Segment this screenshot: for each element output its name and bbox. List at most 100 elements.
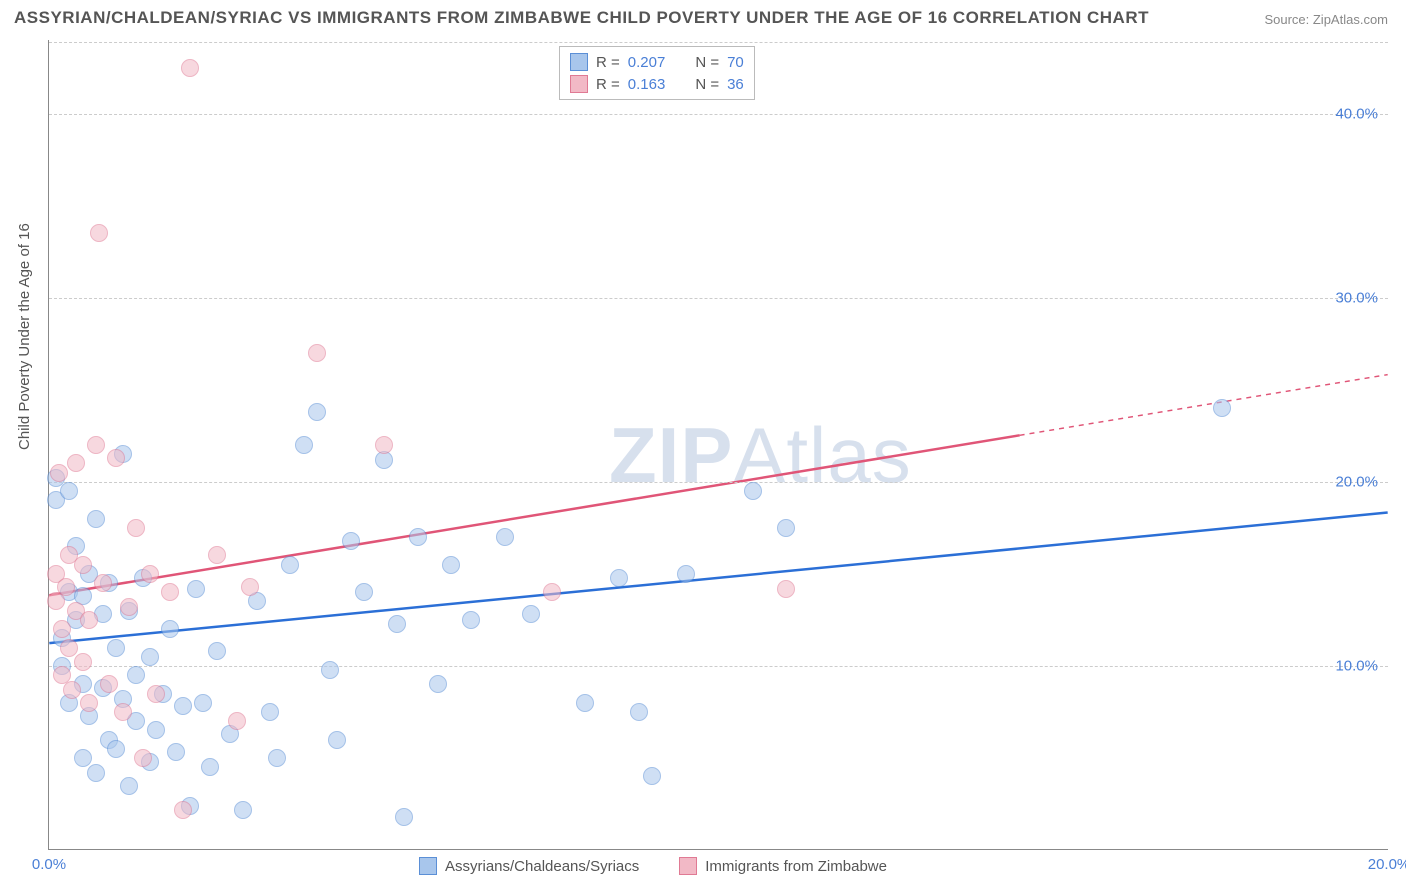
data-point: [208, 642, 226, 660]
gridline: [49, 114, 1388, 115]
data-point: [522, 605, 540, 623]
data-point: [744, 482, 762, 500]
data-point: [100, 675, 118, 693]
legend-r-label: R =: [596, 54, 620, 71]
data-point: [127, 666, 145, 684]
ytick-label: 10.0%: [1335, 657, 1378, 674]
legend-label: Immigrants from Zimbabwe: [705, 858, 887, 875]
data-point: [442, 556, 460, 574]
data-point: [462, 611, 480, 629]
legend-r-value: 0.163: [628, 76, 666, 93]
ytick-label: 30.0%: [1335, 289, 1378, 306]
data-point: [57, 578, 75, 596]
data-point: [94, 574, 112, 592]
data-point: [281, 556, 299, 574]
data-point: [67, 454, 85, 472]
data-point: [342, 532, 360, 550]
ytick-label: 20.0%: [1335, 473, 1378, 490]
data-point: [107, 639, 125, 657]
regression-line-extrapolated: [1020, 375, 1388, 436]
data-point: [141, 648, 159, 666]
legend-n-label: N =: [695, 54, 719, 71]
gridline: [49, 482, 1388, 483]
data-point: [201, 758, 219, 776]
xtick-label: 0.0%: [32, 856, 66, 873]
data-point: [543, 583, 561, 601]
legend-stat-row: R =0.163N =36: [570, 73, 744, 95]
data-point: [147, 721, 165, 739]
data-point: [409, 528, 427, 546]
data-point: [1213, 399, 1231, 417]
regression-lines: [49, 40, 1388, 849]
legend-item: Immigrants from Zimbabwe: [679, 857, 887, 875]
data-point: [308, 403, 326, 421]
data-point: [74, 653, 92, 671]
data-point: [60, 482, 78, 500]
data-point: [268, 749, 286, 767]
data-point: [576, 694, 594, 712]
data-point: [114, 703, 132, 721]
data-point: [234, 801, 252, 819]
legend-series: Assyrians/Chaldeans/Syriacs Immigrants fr…: [419, 857, 887, 875]
data-point: [120, 777, 138, 795]
legend-label: Assyrians/Chaldeans/Syriacs: [445, 858, 639, 875]
data-point: [388, 615, 406, 633]
data-point: [295, 436, 313, 454]
ytick-label: 40.0%: [1335, 105, 1378, 122]
data-point: [328, 731, 346, 749]
y-axis-label: Child Poverty Under the Age of 16: [16, 223, 33, 450]
legend-swatch: [570, 75, 588, 93]
legend-stats: R =0.207N =70R =0.163N =36: [559, 46, 755, 100]
data-point: [630, 703, 648, 721]
legend-swatch: [570, 53, 588, 71]
data-point: [53, 620, 71, 638]
legend-n-value: 70: [727, 54, 744, 71]
data-point: [610, 569, 628, 587]
data-point: [375, 436, 393, 454]
data-point: [63, 681, 81, 699]
data-point: [187, 580, 205, 598]
data-point: [87, 510, 105, 528]
gridline: [49, 298, 1388, 299]
data-point: [777, 519, 795, 537]
data-point: [643, 767, 661, 785]
data-point: [429, 675, 447, 693]
data-point: [141, 565, 159, 583]
legend-swatch: [679, 857, 697, 875]
data-point: [174, 801, 192, 819]
data-point: [147, 685, 165, 703]
data-point: [677, 565, 695, 583]
legend-swatch: [419, 857, 437, 875]
gridline: [49, 42, 1388, 43]
legend-n-value: 36: [727, 76, 744, 93]
legend-stat-row: R =0.207N =70: [570, 51, 744, 73]
data-point: [228, 712, 246, 730]
data-point: [208, 546, 226, 564]
data-point: [87, 436, 105, 454]
data-point: [496, 528, 514, 546]
chart-title: ASSYRIAN/CHALDEAN/SYRIAC VS IMMIGRANTS F…: [14, 8, 1149, 28]
data-point: [50, 464, 68, 482]
data-point: [120, 598, 138, 616]
data-point: [194, 694, 212, 712]
data-point: [308, 344, 326, 362]
plot-area: ZIPAtlas R =0.207N =70R =0.163N =36 Assy…: [48, 40, 1388, 850]
regression-line: [49, 435, 1019, 595]
data-point: [107, 449, 125, 467]
data-point: [241, 578, 259, 596]
data-point: [80, 611, 98, 629]
data-point: [174, 697, 192, 715]
data-point: [261, 703, 279, 721]
data-point: [321, 661, 339, 679]
data-point: [74, 556, 92, 574]
data-point: [355, 583, 373, 601]
data-point: [127, 519, 145, 537]
data-point: [74, 749, 92, 767]
data-point: [161, 583, 179, 601]
data-point: [80, 694, 98, 712]
legend-r-label: R =: [596, 76, 620, 93]
data-point: [107, 740, 125, 758]
data-point: [90, 224, 108, 242]
gridline: [49, 666, 1388, 667]
xtick-label: 20.0%: [1368, 856, 1406, 873]
